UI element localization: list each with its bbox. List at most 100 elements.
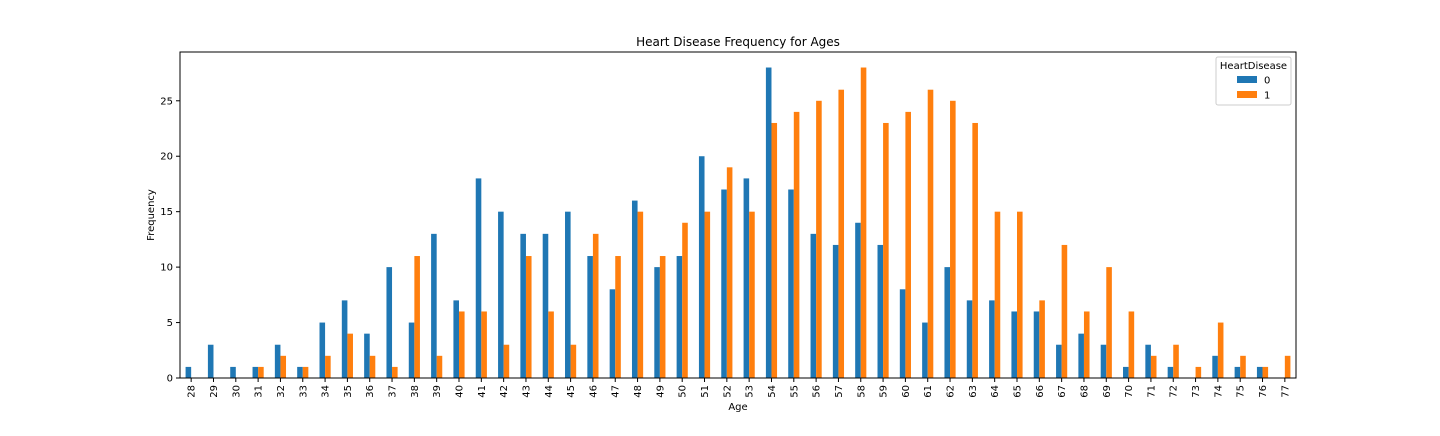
- bar-series-1-age-65: [1017, 211, 1023, 378]
- bar-series-0-age-57: [832, 244, 839, 378]
- bar-series-1-age-37: [392, 366, 398, 378]
- bar-series-0-age-55: [788, 189, 794, 378]
- bar-series-0-age-34: [319, 322, 326, 378]
- x-tick-label-36: 36: [365, 385, 376, 398]
- bar-series-1-age-34: [325, 355, 331, 378]
- bar-series-0-age-74: [1212, 355, 1218, 378]
- y-axis: 0 5 10 15 20 25: [160, 96, 180, 385]
- y-tick-label-0: 0: [167, 374, 173, 385]
- bar-series-0-age-76: [1256, 366, 1263, 378]
- x-tick-label-31: 31: [254, 385, 265, 398]
- bar-series-0-age-37: [386, 267, 393, 378]
- x-tick-label-40: 40: [455, 385, 466, 398]
- bar-series-0-age-45: [565, 211, 571, 378]
- bar-series-1-age-38: [414, 256, 420, 378]
- x-tick-label-37: 37: [388, 385, 399, 398]
- x-tick-label-50: 50: [678, 385, 689, 398]
- bar-series-1-age-40: [459, 311, 465, 378]
- bar-series-0-age-43: [520, 233, 526, 378]
- bar-series-0-age-38: [408, 322, 415, 378]
- bar-series-0-age-72: [1167, 366, 1174, 378]
- bar-series-1-age-56: [816, 100, 822, 378]
- x-tick-label-44: 44: [544, 385, 555, 398]
- bar-series-1-age-33: [302, 366, 309, 378]
- bar-series-1-age-55: [793, 111, 800, 378]
- bar-series-1-age-41: [481, 311, 487, 378]
- y-axis-label: Frequency: [146, 189, 157, 241]
- legend-title: HeartDisease: [1220, 61, 1287, 72]
- bar-series-1-age-68: [1083, 311, 1090, 378]
- bar-series-1-age-59: [883, 122, 889, 378]
- x-tick-label-65: 65: [1013, 385, 1024, 398]
- bar-series-1-age-57: [838, 89, 845, 378]
- bar-series-1-age-61: [927, 89, 934, 378]
- x-tick-label-47: 47: [611, 385, 622, 398]
- bar-series-1-age-58: [860, 67, 867, 379]
- x-tick-label-28: 28: [187, 385, 198, 398]
- x-tick-label-74: 74: [1213, 385, 1224, 398]
- x-tick-label-53: 53: [745, 385, 756, 398]
- x-tick-label-29: 29: [209, 385, 220, 398]
- chart-title: Heart Disease Frequency for Ages: [636, 35, 840, 49]
- bar-series-0-age-35: [341, 300, 348, 378]
- bar-series-1-age-42: [503, 344, 510, 378]
- bar-series-0-age-28: [185, 366, 192, 378]
- bar-series-0-age-71: [1145, 344, 1151, 378]
- bar-series-0-age-46: [587, 256, 593, 378]
- bar-series-1-age-69: [1106, 267, 1112, 378]
- bar-series-0-age-64: [989, 300, 995, 378]
- bar-series-0-age-63: [966, 300, 973, 378]
- bar-series-0-age-30: [230, 366, 236, 378]
- bar-series-1-age-49: [659, 256, 666, 378]
- bar-series-1-age-76: [1262, 366, 1269, 378]
- x-tick-label-64: 64: [990, 385, 1001, 398]
- bar-series-1-age-70: [1128, 311, 1135, 378]
- x-tick-label-61: 61: [923, 385, 934, 398]
- bar-series-1-age-71: [1150, 355, 1157, 378]
- x-tick-label-73: 73: [1191, 385, 1202, 398]
- x-tick-label-39: 39: [432, 385, 443, 398]
- bar-series-0-age-53: [743, 178, 750, 378]
- bar-series-1-age-50: [682, 222, 688, 378]
- bar-series-0-age-49: [654, 267, 660, 378]
- bar-series-1-age-52: [726, 167, 733, 378]
- x-tick-label-33: 33: [298, 385, 309, 398]
- x-axis: 28 29 30 31 32 33 34 35 36 37 38 39 40 41 42 43 44 45 46 47…: [187, 378, 1291, 398]
- bar-series-1-age-62: [950, 100, 956, 378]
- bar-series-0-age-69: [1100, 344, 1107, 378]
- bar-series-1-age-46: [592, 233, 599, 378]
- bar-series-0-age-62: [944, 267, 951, 378]
- x-tick-label-51: 51: [700, 385, 711, 398]
- bar-series-0-age-33: [297, 366, 303, 378]
- x-tick-label-43: 43: [521, 385, 532, 398]
- legend-swatch-0: [1237, 76, 1257, 83]
- bar-series-0-age-39: [431, 233, 437, 378]
- x-tick-label-58: 58: [856, 385, 867, 398]
- x-tick-label-34: 34: [321, 385, 332, 398]
- bar-series-0-age-68: [1078, 333, 1084, 378]
- bar-series-0-age-66: [1033, 311, 1040, 378]
- x-tick-label-63: 63: [968, 385, 979, 398]
- legend: HeartDisease 0 1: [1215, 56, 1292, 106]
- x-tick-label-30: 30: [231, 385, 242, 398]
- bar-series-1-age-66: [1039, 300, 1045, 378]
- bar-series-0-age-56: [810, 233, 817, 378]
- x-tick-label-32: 32: [276, 385, 287, 398]
- bar-series-1-age-47: [615, 256, 621, 378]
- x-tick-label-46: 46: [588, 385, 599, 398]
- bar-series-1-age-72: [1173, 344, 1179, 378]
- bar-series-0-age-40: [453, 300, 459, 378]
- y-tick-label-15: 15: [160, 207, 173, 218]
- x-tick-label-62: 62: [946, 385, 957, 398]
- y-tick-label-20: 20: [160, 152, 173, 163]
- bar-series-1-age-51: [704, 211, 711, 378]
- bar-series-1-age-64: [994, 211, 1001, 378]
- legend-label-0: 0: [1264, 76, 1270, 87]
- x-tick-label-52: 52: [722, 385, 733, 398]
- bar-series-1-age-43: [525, 256, 532, 378]
- x-tick-label-48: 48: [633, 385, 644, 398]
- bar-series-1-age-53: [749, 211, 755, 378]
- x-tick-label-68: 68: [1079, 385, 1090, 398]
